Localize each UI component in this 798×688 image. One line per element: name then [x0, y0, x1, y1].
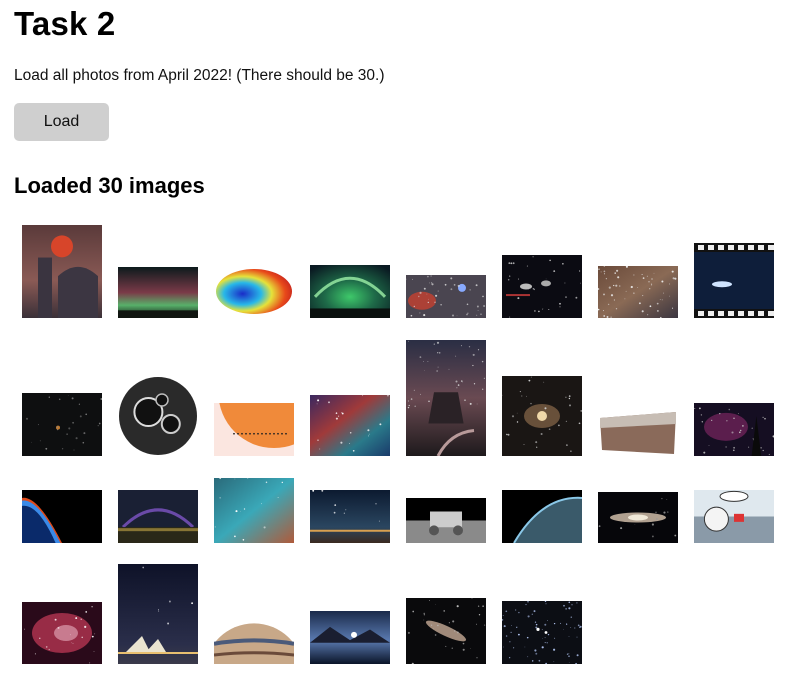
- gallery-image: [310, 490, 390, 543]
- load-button[interactable]: Load: [14, 103, 109, 141]
- gallery-image: [598, 492, 678, 543]
- gallery-image: [214, 619, 294, 664]
- gallery-image: [22, 393, 102, 456]
- gallery-image: [310, 395, 390, 456]
- gallery-image: [406, 275, 486, 318]
- gallery-image: [502, 376, 582, 456]
- gallery-image: [502, 601, 582, 664]
- gallery-image: [118, 564, 198, 664]
- gallery-image: [22, 602, 102, 664]
- gallery-image: [22, 490, 102, 543]
- page-title: Task 2: [14, 5, 116, 42]
- gallery-image: [406, 598, 486, 664]
- loaded-count-heading: Loaded 30 images: [14, 173, 205, 198]
- gallery-image: [502, 490, 582, 543]
- gallery-image: [118, 490, 198, 543]
- gallery-image: [22, 225, 102, 318]
- task-description: Load all photos from April 2022! (There …: [14, 67, 385, 84]
- gallery-image: [214, 478, 294, 543]
- gallery-image: [214, 403, 294, 456]
- gallery-image: [406, 340, 486, 456]
- gallery-image: [694, 243, 774, 318]
- gallery-image: [406, 498, 486, 543]
- gallery-image: [598, 410, 678, 456]
- gallery-image: [118, 267, 198, 318]
- gallery-image: [118, 376, 198, 456]
- gallery-image: [598, 266, 678, 318]
- gallery-image: [502, 255, 582, 318]
- gallery-image: [310, 265, 390, 318]
- gallery-image: [310, 611, 390, 664]
- gallery-image: [694, 403, 774, 456]
- gallery-image: [694, 490, 774, 543]
- gallery-image: [214, 265, 294, 318]
